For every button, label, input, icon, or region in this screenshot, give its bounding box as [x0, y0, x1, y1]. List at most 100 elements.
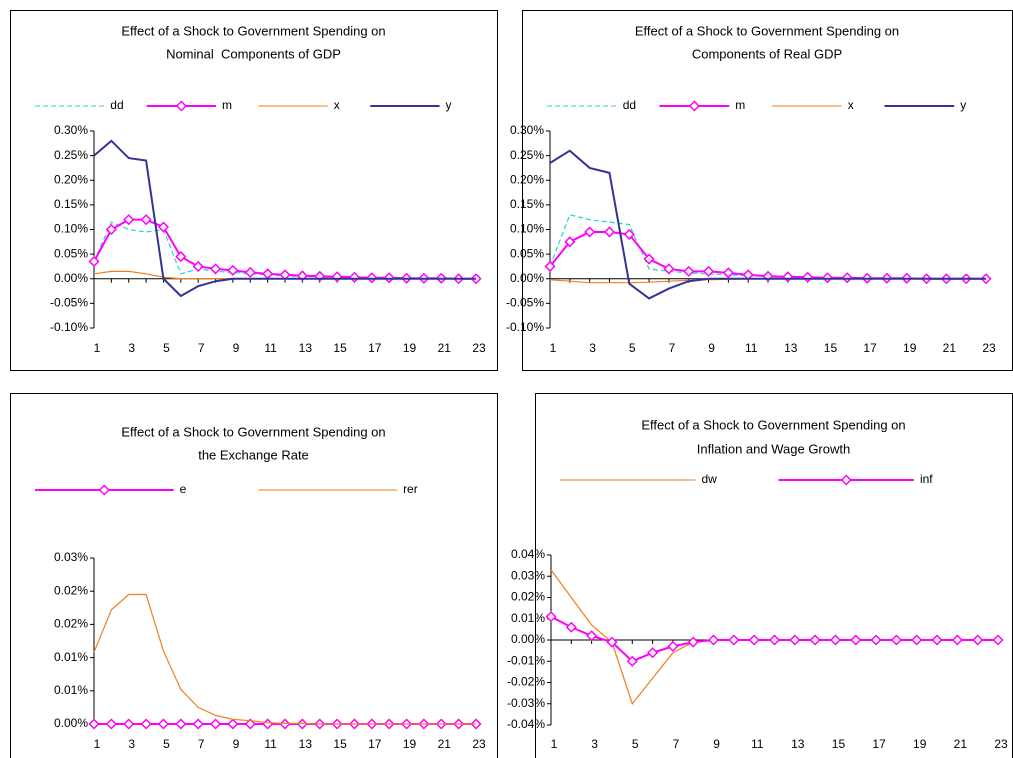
y-tick-label: -0.04% [507, 717, 545, 731]
chart-frame [10, 393, 498, 758]
x-tick-label: 15 [333, 341, 347, 355]
data-point [279, 718, 291, 730]
data-point [209, 263, 222, 275]
x-tick-label: 11 [264, 341, 277, 355]
data-point [762, 270, 774, 282]
data-point [296, 718, 308, 730]
x-tick-label: 15 [832, 737, 846, 751]
data-point [870, 634, 882, 646]
data-point [603, 226, 616, 238]
data-point [890, 634, 902, 646]
data-point [564, 236, 576, 248]
legend-label: dd [110, 98, 123, 112]
x-tick-label: 3 [591, 737, 598, 751]
data-point [748, 634, 760, 646]
y-tick-label: -0.10% [50, 320, 88, 334]
chart-frame [522, 10, 1013, 371]
x-tick-label: 9 [233, 737, 240, 751]
x-tick-label: 1 [94, 737, 101, 751]
data-point [192, 718, 204, 730]
chart-title: Effect of a Shock to Government Spending… [635, 23, 899, 38]
data-point [606, 636, 618, 648]
x-tick-label: 23 [994, 737, 1008, 751]
legend-label: dw [701, 472, 717, 486]
x-tick-label: 3 [589, 341, 596, 355]
data-point [850, 634, 862, 646]
data-point [809, 634, 821, 646]
x-tick-label: 17 [368, 737, 382, 751]
y-tick-label: 0.01% [54, 683, 88, 697]
legend-label: m [222, 98, 232, 112]
data-point [623, 228, 635, 240]
x-tick-label: 23 [472, 341, 486, 355]
x-tick-label: 3 [128, 341, 135, 355]
y-tick-label: 0.30% [54, 123, 88, 137]
x-tick-label: 21 [954, 737, 968, 751]
x-tick-label: 13 [299, 341, 313, 355]
y-tick-label: 0.02% [54, 617, 88, 631]
data-point [768, 634, 781, 646]
y-tick-label: 0.00% [54, 716, 88, 730]
y-tick-label: 0.15% [510, 197, 544, 211]
x-tick-label: 13 [791, 737, 805, 751]
data-point [314, 270, 326, 282]
chart-frame [535, 393, 1013, 758]
data-point [88, 718, 100, 730]
y-tick-label: 0.01% [511, 611, 545, 625]
chart-title: Nominal Components of GDP [166, 46, 341, 61]
data-point [586, 630, 598, 642]
data-point [244, 718, 256, 730]
y-tick-label: -0.10% [506, 320, 544, 334]
data-point [192, 260, 204, 272]
legend-label: y [446, 98, 452, 112]
data-point [931, 634, 943, 646]
x-tick-label: 7 [198, 341, 205, 355]
data-point [663, 263, 675, 275]
data-point [140, 214, 152, 226]
data-point [565, 621, 577, 633]
data-point [157, 221, 170, 233]
x-tick-label: 11 [264, 737, 277, 751]
x-tick-label: 19 [403, 341, 417, 355]
data-point [227, 264, 239, 276]
data-point [88, 255, 100, 268]
x-tick-label: 7 [198, 737, 205, 751]
y-tick-label: 0.00% [510, 271, 544, 285]
x-tick-label: 9 [708, 341, 715, 355]
legend-label: rer [403, 482, 418, 496]
chart-title: Effect of a Shock to Government Spending… [121, 23, 385, 38]
x-tick-label: 9 [233, 341, 240, 355]
y-tick-label: 0.03% [54, 550, 88, 564]
chart-title: Effect of a Shock to Government Spending… [641, 417, 905, 432]
y-tick-label: 0.10% [510, 222, 544, 236]
data-point [687, 636, 699, 648]
data-point [643, 253, 655, 265]
x-tick-label: 23 [982, 341, 996, 355]
y-tick-label: -0.03% [507, 696, 545, 710]
x-tick-label: 5 [632, 737, 639, 751]
data-point [702, 265, 715, 277]
x-tick-label: 7 [673, 737, 680, 751]
x-tick-label: 1 [551, 737, 558, 751]
data-point [829, 634, 842, 646]
data-point [951, 634, 963, 646]
legend-marker [98, 484, 110, 496]
x-tick-label: 11 [751, 737, 764, 751]
y-tick-label: 0.01% [54, 650, 88, 664]
y-tick-label: -0.01% [507, 653, 545, 667]
x-tick-label: 9 [713, 737, 720, 751]
data-point [123, 214, 135, 226]
data-point [728, 634, 740, 646]
y-tick-label: 0.02% [511, 590, 545, 604]
legend-label: m [735, 98, 745, 112]
y-tick-label: 0.00% [54, 271, 88, 285]
x-tick-label: 19 [903, 341, 917, 355]
data-point [545, 611, 557, 623]
data-point [123, 718, 135, 730]
y-tick-label: 0.00% [511, 632, 545, 646]
legend-label: inf [920, 472, 933, 486]
y-tick-label: -0.05% [50, 296, 88, 310]
data-point [227, 718, 239, 730]
y-tick-label: 0.05% [510, 246, 544, 260]
y-tick-label: -0.02% [507, 675, 545, 689]
